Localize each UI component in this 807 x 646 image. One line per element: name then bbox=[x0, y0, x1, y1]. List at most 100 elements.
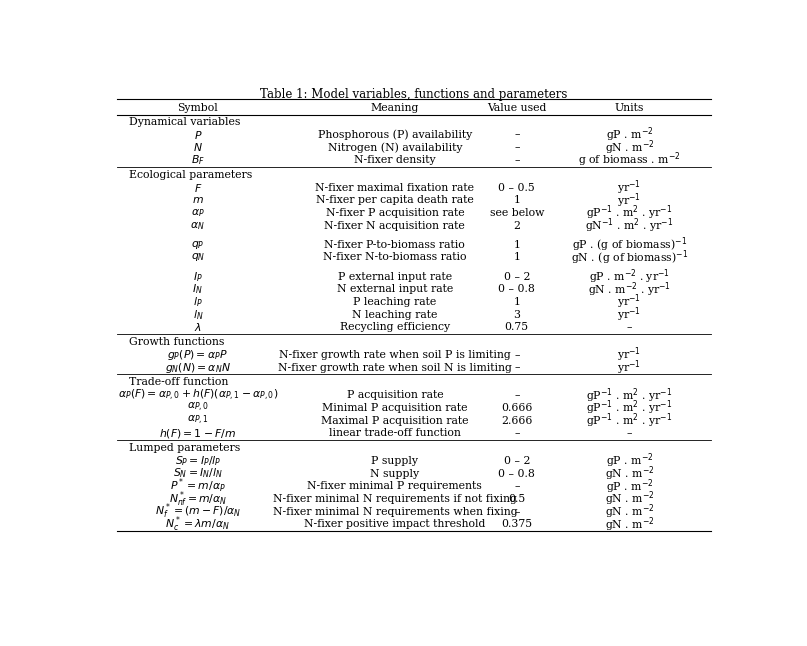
Text: N leaching rate: N leaching rate bbox=[352, 309, 437, 320]
Text: $m$: $m$ bbox=[192, 195, 203, 205]
Text: 3: 3 bbox=[513, 309, 521, 320]
Text: Units: Units bbox=[615, 103, 644, 112]
Text: N external input rate: N external input rate bbox=[337, 284, 453, 295]
Text: 0 – 0.8: 0 – 0.8 bbox=[499, 468, 535, 479]
Text: –: – bbox=[514, 155, 520, 165]
Text: gN . m$^{-2}$: gN . m$^{-2}$ bbox=[604, 503, 654, 521]
Text: Symbol: Symbol bbox=[178, 103, 218, 112]
Text: $\alpha_{P,1}$: $\alpha_{P,1}$ bbox=[187, 414, 209, 427]
Text: $\lambda$: $\lambda$ bbox=[194, 321, 202, 333]
Text: 1: 1 bbox=[513, 240, 521, 250]
Text: Maximal P acquisition rate: Maximal P acquisition rate bbox=[321, 415, 469, 426]
Text: $S_P = I_P/l_P$: $S_P = I_P/l_P$ bbox=[174, 454, 221, 468]
Text: yr$^{-1}$: yr$^{-1}$ bbox=[617, 306, 642, 324]
Text: P acquisition rate: P acquisition rate bbox=[346, 390, 443, 401]
Text: see below: see below bbox=[490, 208, 544, 218]
Text: 1: 1 bbox=[513, 195, 521, 205]
Text: gP$^{-1}$ . m$^2$ . yr$^{-1}$: gP$^{-1}$ . m$^2$ . yr$^{-1}$ bbox=[587, 203, 672, 222]
Text: g of biomass . m$^{-2}$: g of biomass . m$^{-2}$ bbox=[578, 151, 680, 169]
Text: –: – bbox=[514, 428, 520, 438]
Text: $l_P$: $l_P$ bbox=[193, 295, 203, 309]
Text: $S_N = I_N/l_N$: $S_N = I_N/l_N$ bbox=[173, 466, 223, 481]
Text: $P$: $P$ bbox=[194, 129, 202, 141]
Text: 0 – 0.5: 0 – 0.5 bbox=[499, 183, 535, 193]
Text: Table 1: Model variables, functions and parameters: Table 1: Model variables, functions and … bbox=[260, 89, 567, 101]
Text: $\alpha_{P,0}$: $\alpha_{P,0}$ bbox=[186, 401, 209, 415]
Text: N-fixer minimal P requirements: N-fixer minimal P requirements bbox=[307, 481, 483, 491]
Text: $N^*_{nf} = m/\alpha_N$: $N^*_{nf} = m/\alpha_N$ bbox=[169, 489, 227, 509]
Text: $h(F) = 1 - F/m$: $h(F) = 1 - F/m$ bbox=[159, 427, 236, 440]
Text: yr$^{-1}$: yr$^{-1}$ bbox=[617, 293, 642, 311]
Text: –: – bbox=[514, 350, 520, 360]
Text: P leaching rate: P leaching rate bbox=[353, 297, 437, 307]
Text: gN . (g of biomass)$^{-1}$: gN . (g of biomass)$^{-1}$ bbox=[571, 248, 688, 267]
Text: gP . m$^{-2}$: gP . m$^{-2}$ bbox=[605, 125, 653, 144]
Text: 0.5: 0.5 bbox=[508, 494, 525, 504]
Text: $N$: $N$ bbox=[193, 141, 203, 153]
Text: gP$^{-1}$ . m$^2$ . yr$^{-1}$: gP$^{-1}$ . m$^2$ . yr$^{-1}$ bbox=[587, 412, 672, 430]
Text: Ecological parameters: Ecological parameters bbox=[129, 170, 253, 180]
Text: P supply: P supply bbox=[371, 456, 418, 466]
Text: N-fixer maximal fixation rate: N-fixer maximal fixation rate bbox=[316, 183, 475, 193]
Text: 0.666: 0.666 bbox=[501, 403, 533, 413]
Text: gP . (g of biomass)$^{-1}$: gP . (g of biomass)$^{-1}$ bbox=[572, 236, 687, 254]
Text: –: – bbox=[514, 506, 520, 517]
Text: N-fixer N-to-biomass ratio: N-fixer N-to-biomass ratio bbox=[323, 253, 466, 262]
Text: $g_N(N) = \alpha_N N$: $g_N(N) = \alpha_N N$ bbox=[165, 360, 231, 375]
Text: Recycling efficiency: Recycling efficiency bbox=[340, 322, 449, 332]
Text: $F$: $F$ bbox=[194, 182, 202, 194]
Text: Value used: Value used bbox=[487, 103, 546, 112]
Text: 2.666: 2.666 bbox=[501, 415, 533, 426]
Text: gN . m$^{-2}$: gN . m$^{-2}$ bbox=[604, 464, 654, 483]
Text: $\alpha_P$: $\alpha_P$ bbox=[191, 207, 205, 219]
Text: N-fixer P-to-biomass ratio: N-fixer P-to-biomass ratio bbox=[324, 240, 465, 250]
Text: $g_P(P) = \alpha_P P$: $g_P(P) = \alpha_P P$ bbox=[167, 348, 228, 362]
Text: yr$^{-1}$: yr$^{-1}$ bbox=[617, 359, 642, 377]
Text: 0 – 0.8: 0 – 0.8 bbox=[499, 284, 535, 295]
Text: 0.375: 0.375 bbox=[501, 519, 533, 529]
Text: Lumped parameters: Lumped parameters bbox=[129, 443, 240, 453]
Text: gN$^{-1}$ . m$^2$ . yr$^{-1}$: gN$^{-1}$ . m$^2$ . yr$^{-1}$ bbox=[585, 216, 674, 235]
Text: gN . m$^{-2}$: gN . m$^{-2}$ bbox=[604, 490, 654, 508]
Text: N supply: N supply bbox=[370, 468, 420, 479]
Text: Phosphorous (P) availability: Phosphorous (P) availability bbox=[318, 129, 472, 140]
Text: $q_P$: $q_P$ bbox=[191, 239, 204, 251]
Text: Growth functions: Growth functions bbox=[129, 337, 224, 347]
Text: gP$^{-1}$ . m$^2$ . yr$^{-1}$: gP$^{-1}$ . m$^2$ . yr$^{-1}$ bbox=[587, 399, 672, 417]
Text: $q_N$: $q_N$ bbox=[190, 251, 205, 264]
Text: $l_N$: $l_N$ bbox=[193, 307, 203, 322]
Text: $I_P$: $I_P$ bbox=[193, 270, 203, 284]
Text: gP . m$^{-2}$: gP . m$^{-2}$ bbox=[605, 452, 653, 470]
Text: $P^* = m/\alpha_P$: $P^* = m/\alpha_P$ bbox=[170, 477, 226, 495]
Text: 0.75: 0.75 bbox=[504, 322, 529, 332]
Text: linear trade-off function: linear trade-off function bbox=[329, 428, 461, 438]
Text: N-fixer P acquisition rate: N-fixer P acquisition rate bbox=[325, 208, 464, 218]
Text: Nitrogen (N) availability: Nitrogen (N) availability bbox=[328, 142, 462, 152]
Text: N-fixer growth rate when soil N is limiting: N-fixer growth rate when soil N is limit… bbox=[278, 362, 512, 373]
Text: gP . m$^{-2}$ . yr$^{-1}$: gP . m$^{-2}$ . yr$^{-1}$ bbox=[589, 267, 670, 286]
Text: N-fixer minimal N requirements when fixing: N-fixer minimal N requirements when fixi… bbox=[273, 506, 517, 517]
Text: Meaning: Meaning bbox=[370, 103, 419, 112]
Text: yr$^{-1}$: yr$^{-1}$ bbox=[617, 346, 642, 364]
Text: N-fixer positive impact threshold: N-fixer positive impact threshold bbox=[304, 519, 486, 529]
Text: N-fixer growth rate when soil P is limiting: N-fixer growth rate when soil P is limit… bbox=[279, 350, 511, 360]
Text: N-fixer N acquisition rate: N-fixer N acquisition rate bbox=[324, 221, 465, 231]
Text: N-fixer minimal N requirements if not fixing: N-fixer minimal N requirements if not fi… bbox=[273, 494, 516, 504]
Text: Dynamical variables: Dynamical variables bbox=[129, 117, 240, 127]
Text: gN . m$^{-2}$: gN . m$^{-2}$ bbox=[604, 138, 654, 156]
Text: 2: 2 bbox=[513, 221, 521, 231]
Text: N-fixer density: N-fixer density bbox=[354, 155, 436, 165]
Text: yr$^{-1}$: yr$^{-1}$ bbox=[617, 191, 642, 209]
Text: 1: 1 bbox=[513, 253, 521, 262]
Text: gN . m$^{-2}$: gN . m$^{-2}$ bbox=[604, 515, 654, 534]
Text: $\alpha_N$: $\alpha_N$ bbox=[190, 220, 205, 231]
Text: 0 – 2: 0 – 2 bbox=[504, 456, 530, 466]
Text: yr$^{-1}$: yr$^{-1}$ bbox=[617, 178, 642, 197]
Text: $N^*_f = (m - F)/\alpha_N$: $N^*_f = (m - F)/\alpha_N$ bbox=[155, 502, 241, 521]
Text: gN . m$^{-2}$ . yr$^{-1}$: gN . m$^{-2}$ . yr$^{-1}$ bbox=[587, 280, 671, 298]
Text: P external input rate: P external input rate bbox=[338, 271, 452, 282]
Text: Minimal P acquisition rate: Minimal P acquisition rate bbox=[322, 403, 467, 413]
Text: N-fixer per capita death rate: N-fixer per capita death rate bbox=[316, 195, 474, 205]
Text: $I_N$: $I_N$ bbox=[192, 282, 203, 297]
Text: –: – bbox=[514, 481, 520, 491]
